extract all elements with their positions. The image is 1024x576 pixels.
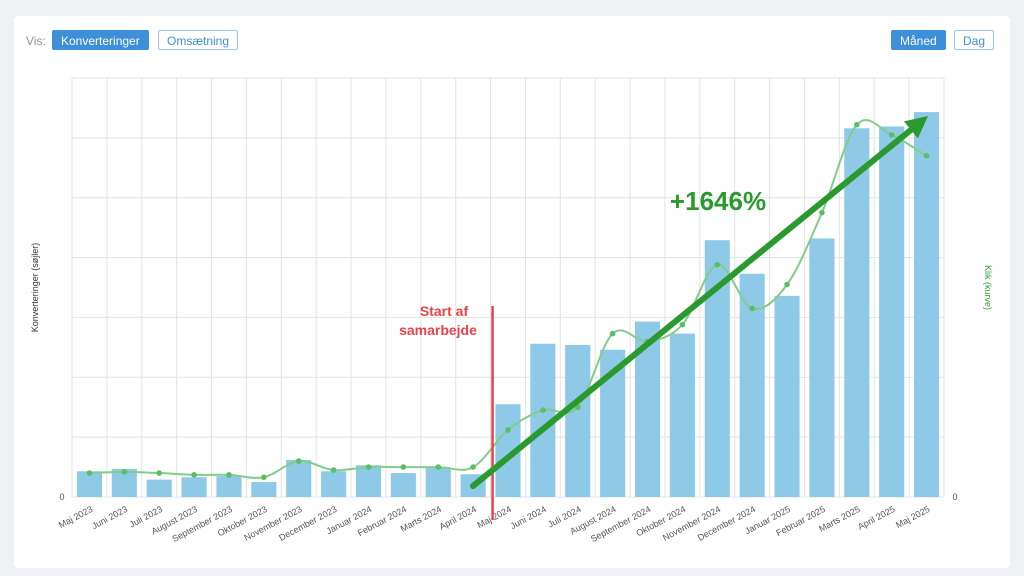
line-point — [819, 209, 825, 216]
start-annotation-line2: samarbejde — [399, 322, 477, 338]
line-point — [540, 407, 546, 414]
bar — [774, 295, 800, 497]
line-point — [435, 464, 442, 470]
line-point — [365, 464, 372, 470]
line-point — [261, 474, 267, 481]
line-point — [156, 470, 162, 476]
y-axis-title: Konverteringer (søjler) — [30, 243, 40, 333]
bar — [251, 482, 277, 497]
growth-annotation: +1646% — [670, 186, 766, 216]
bar — [216, 476, 242, 497]
bar — [879, 126, 905, 497]
line-point — [749, 305, 755, 312]
bar — [844, 128, 870, 497]
month-button[interactable]: Måned — [891, 30, 946, 50]
growth-arrow-head — [903, 116, 928, 139]
omsaetning-button[interactable]: Omsætning — [158, 30, 239, 50]
bar — [146, 479, 172, 497]
x-tick-label: Maj 2023 — [57, 504, 94, 530]
bar — [565, 344, 591, 497]
x-tick-label: April 2025 — [856, 504, 896, 532]
x-tick-label: Maj 2025 — [894, 504, 931, 530]
x-tick-label: Juni 2023 — [90, 504, 129, 531]
x-tick-label: Juni 2024 — [509, 504, 548, 531]
line-point — [784, 281, 790, 288]
line-point — [121, 469, 128, 475]
line-point — [854, 121, 860, 128]
line-point — [888, 132, 895, 138]
bar — [321, 471, 347, 497]
y2-axis-title: Klik (kurve) — [983, 265, 993, 310]
line-point — [679, 321, 686, 328]
bar — [355, 465, 382, 497]
bar — [809, 238, 835, 497]
line-point — [86, 470, 93, 476]
bar — [669, 333, 695, 497]
x-tick-label: April 2024 — [438, 504, 478, 532]
bar — [286, 459, 312, 497]
line-point — [923, 153, 930, 159]
line-point — [470, 464, 476, 470]
y-tick-label: 0 — [59, 492, 64, 502]
x-tick-label: Maj 2024 — [476, 504, 513, 530]
line-point — [609, 330, 616, 337]
start-annotation-line1: Start af — [420, 303, 469, 319]
konverteringer-button[interactable]: Konverteringer — [52, 30, 149, 50]
line-point — [330, 467, 337, 473]
day-button[interactable]: Dag — [954, 30, 995, 50]
bar — [390, 473, 416, 497]
line-point — [226, 472, 232, 478]
line-point — [295, 458, 302, 464]
view-label: Vis: — [26, 34, 46, 48]
bar — [914, 112, 940, 498]
line-point — [505, 427, 511, 433]
growth-arrow-shaft — [470, 126, 914, 489]
y2-tick-label: 0 — [952, 492, 957, 502]
line-point — [714, 261, 721, 268]
line-point — [400, 464, 407, 470]
line-point — [191, 472, 197, 478]
bar — [181, 477, 207, 497]
bar — [425, 467, 451, 497]
